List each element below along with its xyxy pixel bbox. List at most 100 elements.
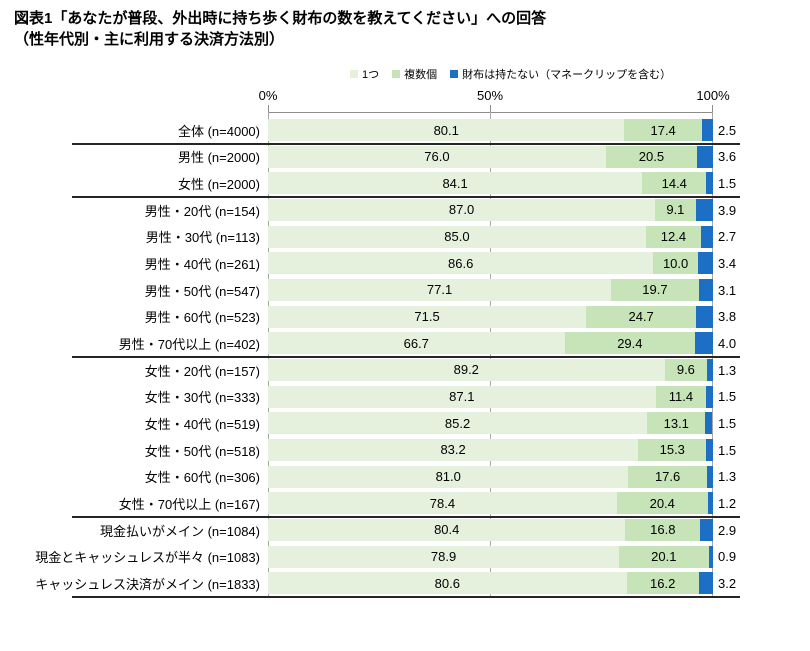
stacked-bar: 87.1 11.4 <box>268 385 713 408</box>
outside-value-label: 3.2 <box>718 575 737 591</box>
bar-segment-multiple: 14.4 <box>642 172 707 195</box>
legend-item-1: 複数個 <box>392 66 437 82</box>
bar-segment-no-wallet <box>701 225 713 248</box>
axis-tick-100 <box>712 105 713 112</box>
legend-swatch-icon <box>450 70 459 78</box>
bar-segment-no-wallet <box>695 332 713 355</box>
group-separator-line <box>72 596 740 598</box>
bar-segment-multiple: 9.1 <box>655 198 696 221</box>
bar-segment-single: 77.1 <box>268 278 612 301</box>
stacked-bar: 78.4 20.4 <box>268 492 713 515</box>
bar-segment-no-wallet <box>707 358 713 381</box>
gridline-100 <box>712 112 713 598</box>
category-label: 女性・50代 (n=518) <box>144 443 260 459</box>
bar-segment-no-wallet <box>708 545 713 568</box>
bar-segment-single: 76.0 <box>268 145 606 168</box>
bar-segment-multiple: 17.4 <box>624 119 702 141</box>
table-row: 84.1 14.4 <box>268 170 713 197</box>
bar-segment-no-wallet <box>695 198 713 221</box>
bar-segment-single: 83.2 <box>268 438 639 461</box>
outside-value-label: 2.9 <box>718 522 737 538</box>
stacked-bar: 80.4 16.8 <box>268 518 713 541</box>
bar-segment-multiple: 16.2 <box>626 572 699 595</box>
bar-segment-no-wallet <box>700 518 713 541</box>
plot-area: 80.1 17.4 76.0 20.5 84.1 14.4 87.0 9.1 85.0 12.4 8… <box>268 105 713 598</box>
bar-segment-multiple: 15.3 <box>638 438 707 461</box>
bar-segment-multiple: 11.4 <box>655 385 707 408</box>
bar-segment-single: 80.6 <box>268 572 627 595</box>
bar-segment-single: 80.4 <box>268 518 626 541</box>
bar-segment-no-wallet <box>697 252 713 275</box>
legend-swatch-icon <box>350 70 358 78</box>
bar-segment-single: 85.0 <box>268 225 646 248</box>
bar-segment-multiple: 19.7 <box>611 278 699 301</box>
stacked-bar: 80.6 16.2 <box>268 572 713 595</box>
bar-segment-no-wallet <box>698 572 713 595</box>
category-label: 女性・60代 (n=306) <box>144 470 260 486</box>
legend-label: 複数個 <box>404 69 438 81</box>
chart-title: 図表1「あなたが普段、外出時に持ち歩く財布の数を教えてください」への回答 （性年… <box>14 8 546 50</box>
stacked-bar: 81.0 17.6 <box>268 465 713 488</box>
outside-value-label: 0.9 <box>718 549 737 565</box>
group-separator-line <box>72 142 740 145</box>
bar-segment-single: 78.4 <box>268 492 617 515</box>
bars-container: 80.1 17.4 76.0 20.5 84.1 14.4 87.0 9.1 85.0 12.4 8… <box>268 117 713 597</box>
stacked-bar: 85.0 12.4 <box>268 225 713 248</box>
bar-segment-single: 87.1 <box>268 385 656 408</box>
axis-tick-0 <box>268 105 269 112</box>
table-row: 80.4 16.8 <box>268 517 713 544</box>
category-label: 女性 (n=2000) <box>177 177 260 193</box>
outside-value-label: 2.5 <box>718 122 737 138</box>
gridline-50 <box>490 112 491 598</box>
legend-swatch-icon <box>392 70 401 78</box>
legend-item-0: 1つ <box>350 66 379 82</box>
category-label: 現金払いがメイン (n=1084) <box>99 523 260 539</box>
bar-segment-multiple: 20.4 <box>616 492 708 515</box>
bar-segment-single: 80.1 <box>268 119 625 141</box>
axis-tick-label-0: 0% <box>258 88 278 103</box>
category-label: 現金とキャッシュレスが半々 (n=1083) <box>35 550 260 566</box>
bar-segment-multiple: 16.8 <box>625 518 701 541</box>
stacked-bar: 83.2 15.3 <box>268 438 713 461</box>
outside-value-label: 3.9 <box>718 202 737 218</box>
gridline-0 <box>268 112 269 598</box>
bar-segment-single: 84.1 <box>268 172 643 195</box>
table-row: 83.2 15.3 <box>268 437 713 464</box>
legend: 1つ 複数個 財布は持たない（マネークリップを含む） <box>350 66 671 82</box>
table-row: 80.1 17.4 <box>268 117 713 144</box>
category-label: 女性・20代 (n=157) <box>144 363 260 379</box>
bar-segment-no-wallet <box>706 172 713 195</box>
bar-segment-multiple: 20.5 <box>605 145 697 168</box>
table-row: 85.0 12.4 <box>268 224 713 251</box>
group-separator-line <box>72 516 740 518</box>
bar-segment-no-wallet <box>701 119 713 141</box>
stacked-bar: 87.0 9.1 <box>268 198 713 221</box>
category-label: キャッシュレス決済がメイン (n=1833) <box>35 576 260 592</box>
outside-value-label: 1.2 <box>718 496 737 512</box>
group-separator-line <box>72 196 740 198</box>
table-row: 81.0 17.6 <box>268 464 713 491</box>
outside-value-label: 3.6 <box>718 149 737 165</box>
table-row: 80.6 16.2 <box>268 570 713 597</box>
outside-values-column: 2.5 3.6 1.5 3.9 2.7 3.4 3.1 3.8 4.0 1.3 1.5 1.5 1.5 1… <box>718 117 736 597</box>
table-row: 85.2 13.1 <box>268 410 713 437</box>
bar-segment-single: 81.0 <box>268 465 629 488</box>
bar-segment-single: 78.9 <box>268 545 620 568</box>
bar-segment-no-wallet <box>707 492 713 515</box>
bar-segment-no-wallet <box>698 278 713 301</box>
bar-segment-no-wallet <box>697 145 713 168</box>
outside-value-label: 2.7 <box>718 229 737 245</box>
category-label: 女性・40代 (n=519) <box>144 417 260 433</box>
bar-segment-multiple: 29.4 <box>564 332 696 355</box>
category-label: 男性 (n=2000) <box>177 150 260 166</box>
stacked-bar: 86.6 10.0 <box>268 252 713 275</box>
axis-tick-label-50: 50% <box>476 88 504 103</box>
stacked-bar: 85.2 13.1 <box>268 412 713 435</box>
group-separator-line <box>72 356 740 358</box>
stacked-bar: 89.2 9.6 <box>268 358 713 381</box>
stacked-bar: 84.1 14.4 <box>268 172 713 195</box>
bar-segment-no-wallet <box>705 412 713 435</box>
category-label: 全体 (n=4000) <box>177 123 260 139</box>
bar-segment-multiple: 10.0 <box>653 252 698 275</box>
bar-segment-multiple: 9.6 <box>664 358 708 381</box>
